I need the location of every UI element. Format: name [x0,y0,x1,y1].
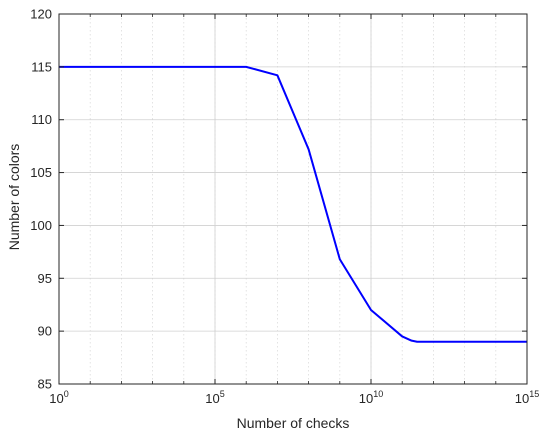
plot-frame [58,13,528,385]
y-tick-label: 110 [31,112,52,127]
y-tick-label: 95 [38,271,52,286]
x-tick-label-exponent: 15 [529,389,539,399]
plot-background [59,14,527,384]
x-tick-label-base: 10 [359,391,373,406]
x-tick-label-base: 10 [515,391,529,406]
y-tick-label: 85 [38,377,52,392]
y-tick-label: 90 [38,324,52,339]
y-axis-label: Number of colors [6,144,22,251]
y-tick-label: 105 [30,165,52,180]
x-tick-label-base: 10 [205,391,219,406]
x-tick-label: 1010 [359,389,383,406]
x-tick-labels: 100 105 1010 1015 [49,389,539,406]
x-tick-label-exponent: 10 [373,389,383,399]
y-tick-label: 120 [30,7,52,22]
y-tick-labels: 85 90 95 100 105 110 115 120 [30,7,52,392]
series-line [59,65,527,343]
x-tick-label-exponent: 0 [64,389,69,399]
y-tick-label: 115 [31,59,52,74]
x-tick-label: 105 [205,389,224,406]
x-axis-label: Number of checks [237,415,350,431]
x-tick-label: 100 [49,389,68,406]
x-tick-label-base: 10 [49,391,63,406]
x-tick-label: 1015 [515,389,539,406]
y-tick-label: 100 [30,218,52,233]
x-tick-label-exponent: 5 [220,389,225,399]
series-layer [59,65,527,343]
axis-ticks [58,13,528,385]
